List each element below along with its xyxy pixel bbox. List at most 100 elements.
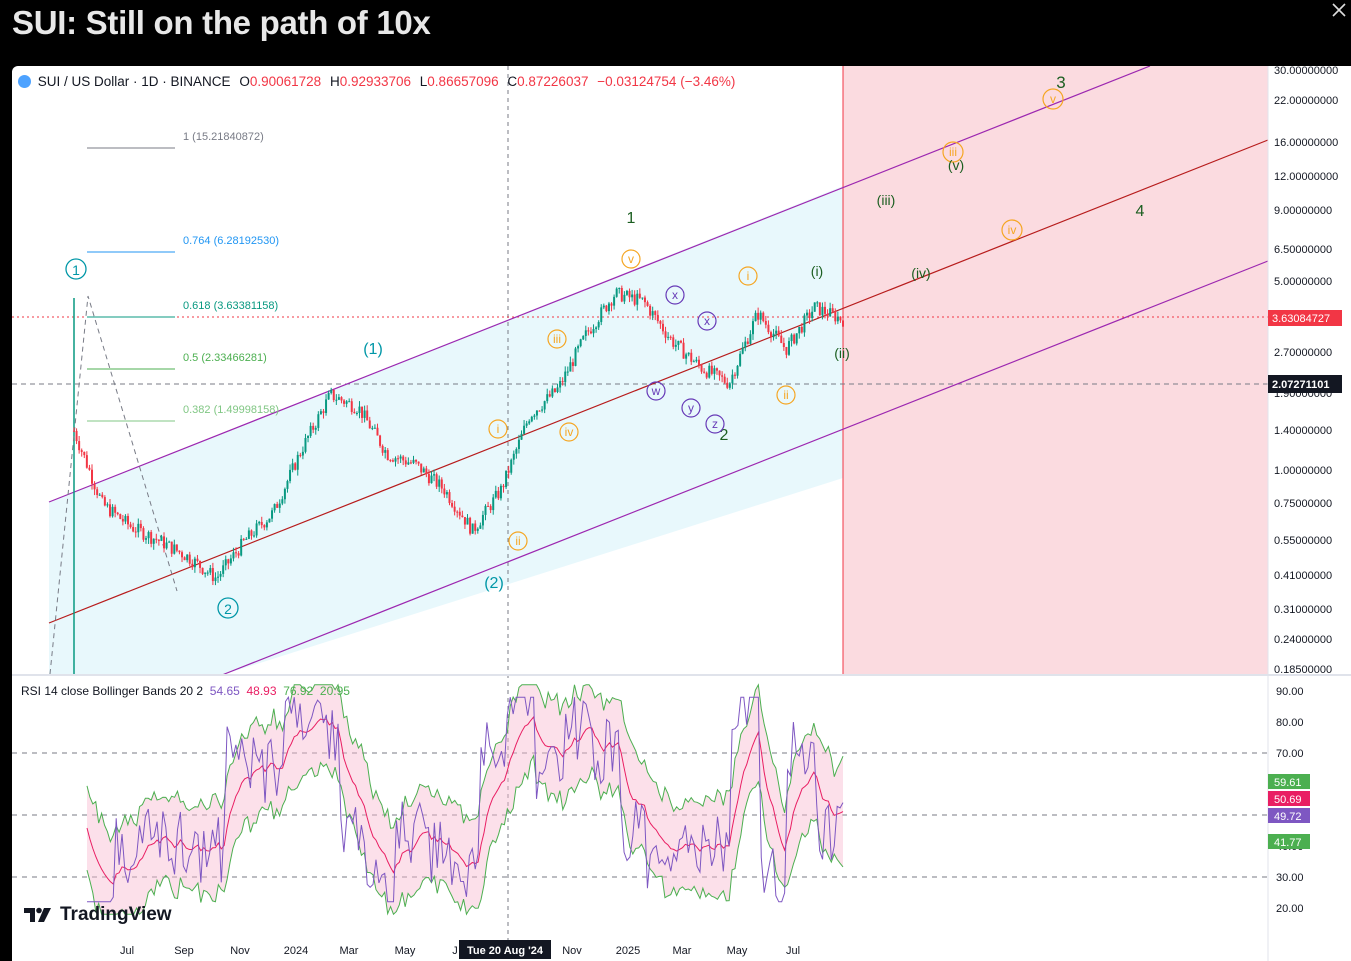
candle-body [556, 387, 559, 393]
candle-body [659, 321, 662, 324]
forecast-zone [843, 66, 1268, 674]
fib-label: 0.618 (3.63381158) [183, 300, 278, 312]
candle-body [669, 336, 672, 338]
candle-body [731, 374, 734, 384]
price-tick-label: 5.00000000 [1274, 276, 1332, 288]
candle-body [811, 311, 814, 319]
price-chart[interactable]: 1 (15.21840872) 0.764 (6.28192530) 0.618… [12, 66, 1351, 961]
candle-body [577, 346, 580, 349]
candle-body [386, 450, 389, 461]
candle-body [494, 490, 497, 498]
candle-body [440, 479, 443, 489]
candle-body [487, 505, 490, 507]
bollinger-upper [86, 683, 844, 844]
candle-body [227, 559, 230, 564]
channel-lower [221, 260, 1269, 676]
chart-panel[interactable]: 1 (15.21840872) 0.764 (6.28192530) 0.618… [12, 66, 1351, 961]
candle-body [602, 305, 605, 308]
price-axis[interactable]: 30.00000000 22.00000000 16.00000000 12.0000… [1274, 66, 1338, 676]
candle-body [430, 475, 433, 484]
close-icon[interactable] [1331, 2, 1347, 18]
candle-body [718, 370, 721, 376]
candle-body [237, 553, 240, 556]
wave-label-w: w [651, 384, 661, 398]
candle-body [512, 453, 515, 460]
candle-body [553, 388, 556, 393]
candle-body [73, 430, 75, 432]
rsi-value: 54.65 [209, 684, 240, 698]
candle-body [533, 415, 536, 417]
candle-body [466, 517, 469, 525]
candle-body [618, 287, 621, 289]
candle-body [726, 382, 729, 388]
tradingview-logo[interactable]: TradingView [24, 904, 172, 926]
candle-body [543, 401, 546, 410]
candle-body [682, 342, 685, 359]
candle-body [150, 532, 153, 544]
candle-body [278, 503, 281, 508]
symbol-name[interactable]: SUI / US Dollar · 1D · BINANCE [37, 74, 231, 89]
candle-body [656, 314, 659, 322]
candle-body [481, 514, 484, 526]
time-tick-label: 2025 [616, 945, 640, 957]
wave-label-p1: (1) [363, 341, 383, 358]
candle-body [499, 485, 502, 499]
candle-body [489, 506, 492, 511]
candle-body [584, 330, 587, 336]
fib-label: 0.5 (2.33466281) [183, 352, 267, 364]
candle-body [289, 469, 292, 482]
candle-body [245, 538, 248, 540]
candle-body [677, 340, 680, 345]
fibonacci-retracement[interactable]: 1 (15.21840872) 0.764 (6.28192530) 0.618… [87, 131, 279, 422]
candle-body [247, 530, 250, 539]
candle-body [793, 334, 796, 344]
candle-body [535, 410, 538, 416]
candle-body [623, 294, 626, 302]
candle-body [273, 504, 276, 511]
candle-body [235, 552, 238, 554]
price-tick-label: 9.00000000 [1274, 205, 1332, 217]
candle-body [373, 427, 376, 429]
candle-body [777, 330, 780, 336]
candle-body [376, 427, 379, 436]
candle-body [355, 412, 358, 414]
rsi-badge [1268, 791, 1310, 806]
candle-body [528, 421, 531, 424]
candle-body [397, 458, 400, 460]
candle-body [636, 293, 639, 305]
last-price-badge [1268, 310, 1342, 326]
candle-body [687, 352, 690, 355]
candle-body [790, 334, 793, 342]
time-tick-label: Sep [174, 945, 194, 957]
symbol-header[interactable]: SUI / US Dollar · 1D · BINANCE O0.900617… [18, 74, 735, 89]
price-tick-label: 0.18500000 [1274, 664, 1332, 676]
low-value: 0.86657096 [427, 74, 499, 89]
candle-body [101, 494, 104, 498]
wave-label-g-i: (i) [811, 263, 823, 279]
candle-body [111, 506, 114, 517]
fib-label: 1 (15.21840872) [183, 131, 264, 143]
candle-body [309, 425, 312, 436]
candle-body [222, 565, 225, 574]
candle-body [548, 394, 551, 397]
candle-body [728, 383, 731, 388]
candle-body [91, 469, 94, 484]
candle-body [564, 371, 567, 383]
candle-body [299, 454, 302, 456]
candle-body [754, 312, 757, 322]
bollinger-fill [87, 684, 843, 915]
candle-body [157, 539, 160, 541]
symbol-icon [18, 75, 31, 88]
candle-body [566, 371, 569, 373]
candle-body [412, 459, 415, 463]
candle-body [358, 406, 361, 413]
candle-body [134, 531, 137, 533]
fib-label: 0.382 (1.49998158) [183, 404, 279, 416]
candle-body [739, 353, 742, 366]
time-axis[interactable]: Jul Sep Nov 2024 Mar May J Nov 2025 Mar May Jul [120, 945, 800, 957]
candle-body [690, 352, 693, 362]
candle-body [605, 305, 608, 312]
candle-body [672, 337, 675, 347]
candle-body [381, 445, 384, 453]
rsi-header[interactable]: RSI 14 close Bollinger Bands 20 2 54.65 … [21, 684, 350, 698]
